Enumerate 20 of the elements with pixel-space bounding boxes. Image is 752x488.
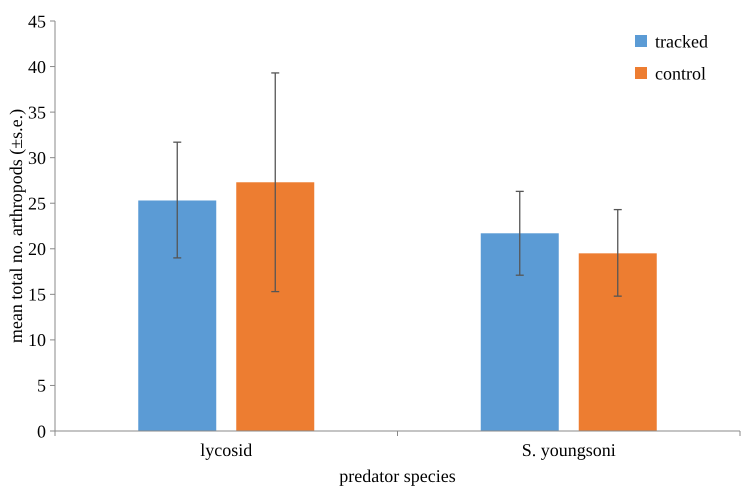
x-tick-label: lycosid: [200, 440, 252, 460]
x-tick-label: S. youngsoni: [522, 440, 616, 460]
bar: [236, 182, 314, 431]
legend-label: control: [655, 63, 706, 84]
y-tick-label: 35: [28, 102, 46, 122]
y-axis-title: mean total no. arthropods (±s.e.): [6, 108, 26, 344]
y-tick-label: 10: [28, 330, 46, 350]
y-tick-label: 45: [28, 11, 46, 32]
y-tick-label: 0: [37, 421, 46, 442]
x-axis-title: predator species: [339, 466, 456, 486]
y-tick-label: 20: [28, 239, 46, 260]
bar: [480, 233, 559, 431]
y-tick-label: 30: [28, 148, 46, 168]
y-tick-label: 5: [37, 376, 46, 396]
y-tick-label: 15: [28, 284, 46, 305]
y-tick-label: 25: [28, 194, 46, 214]
bar: [138, 200, 216, 431]
legend-label: tracked: [655, 31, 708, 52]
y-tick-label: 40: [28, 56, 46, 77]
bar: [578, 253, 657, 431]
